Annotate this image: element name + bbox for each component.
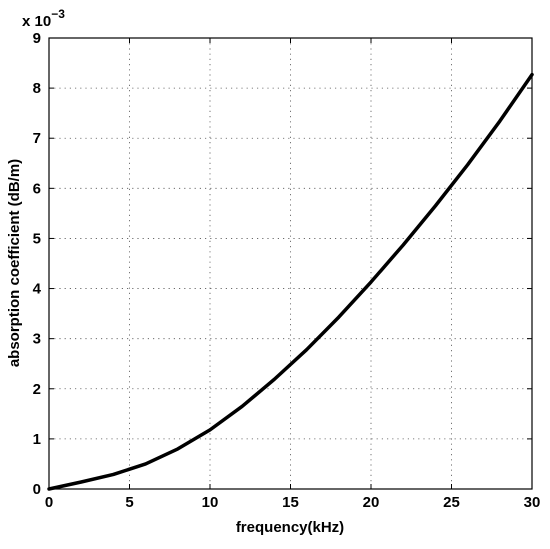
y-tick-label: 9 xyxy=(33,30,41,47)
x-tick-label: 25 xyxy=(443,494,460,511)
x-tick-labels: 0 5 10 15 20 25 30 xyxy=(45,494,541,511)
y-multiplier-label: x 10−3 xyxy=(22,7,65,30)
x-axis-label: frequency(kHz) xyxy=(236,519,344,536)
y-tick-label: 1 xyxy=(33,431,41,448)
series-line xyxy=(47,72,534,491)
x-tick-label: 0 xyxy=(45,494,53,511)
y-tick-label: 3 xyxy=(33,331,41,348)
y-tick-label: 4 xyxy=(33,281,42,298)
grid-lines xyxy=(49,38,532,489)
x-tick-label: 20 xyxy=(363,494,380,511)
y-axis-label: absorption coefficient (dB/m) xyxy=(6,159,23,367)
x-tick-label: 15 xyxy=(282,494,299,511)
x-tick-label: 30 xyxy=(524,494,541,511)
y-multiplier-exponent: −3 xyxy=(51,7,65,21)
axis-ticks xyxy=(48,37,533,490)
series-points xyxy=(49,74,532,489)
y-multiplier-base: x 10 xyxy=(22,13,51,30)
y-tick-label: 0 xyxy=(33,481,41,498)
y-tick-label: 5 xyxy=(33,230,41,247)
y-tick-label: 8 xyxy=(33,80,41,97)
x-tick-label: 5 xyxy=(125,494,133,511)
x-tick-label: 10 xyxy=(202,494,219,511)
y-tick-label: 7 xyxy=(33,130,41,147)
y-tick-label: 2 xyxy=(33,381,41,398)
y-tick-labels: 0 1 2 3 4 5 6 7 8 9 xyxy=(33,30,42,498)
y-tick-label: 6 xyxy=(33,180,41,197)
